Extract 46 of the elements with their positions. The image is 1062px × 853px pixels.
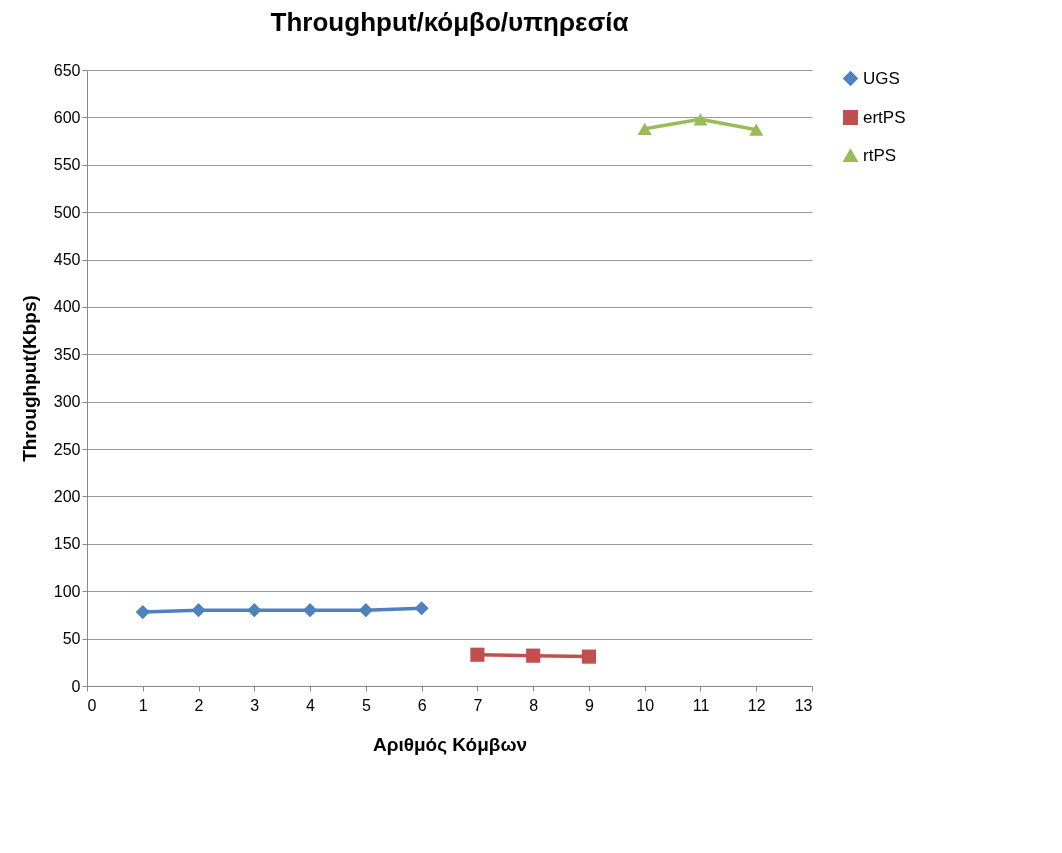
y-tick-label: 300 [53,393,81,411]
y-tick-label: 400 [53,298,81,316]
x-tick-label: 3 [250,696,260,714]
point [414,601,429,616]
y-tick-label: 600 [53,108,81,126]
x-axis-title: Αριθμός Κόμβων [372,733,528,755]
x-tick-label: 8 [529,696,539,714]
x-tick-label: 5 [361,696,371,714]
y-tick-label: 650 [53,61,81,79]
point [693,113,708,126]
y-tick-label: 200 [53,487,81,505]
point [358,603,373,618]
y-tick-label: 150 [53,535,81,553]
point [191,603,206,618]
legend-label: UGS [863,68,900,88]
y-tick-label: 50 [62,630,81,648]
y-tick-label: 100 [53,582,81,600]
y-tick-label: 450 [53,251,81,269]
x-tick-label: 9 [584,696,594,714]
y-tick-label: 350 [53,345,81,363]
point [749,123,764,136]
x-tick-label: 6 [417,696,427,714]
point [247,603,262,618]
x-tick-label: 1 [138,696,148,714]
legend-label: ertPS [863,107,906,127]
point [637,122,652,135]
x-tick-label: 13 [794,696,813,714]
y-axis-title: Throughput(Kbps) [18,295,40,462]
chart-title: Throughput/κόμβο/υπηρεσία [270,7,629,37]
point [470,647,485,662]
y-tick-label: 550 [53,156,81,174]
x-tick-label: 0 [87,696,97,714]
point [526,648,541,663]
point [135,605,150,620]
x-tick-label: 7 [473,696,483,714]
x-tick-label: 11 [692,696,710,714]
legend-label: rtPS [863,145,897,165]
x-tick-label: 4 [306,696,316,714]
x-tick-label: 2 [194,696,204,714]
x-tick-label: 12 [747,696,766,714]
y-tick-label: 250 [53,440,81,458]
y-tick-label: 0 [71,677,81,695]
point [303,603,318,618]
x-tick-label: 10 [636,696,655,714]
y-tick-label: 500 [53,203,81,221]
point [581,649,596,664]
